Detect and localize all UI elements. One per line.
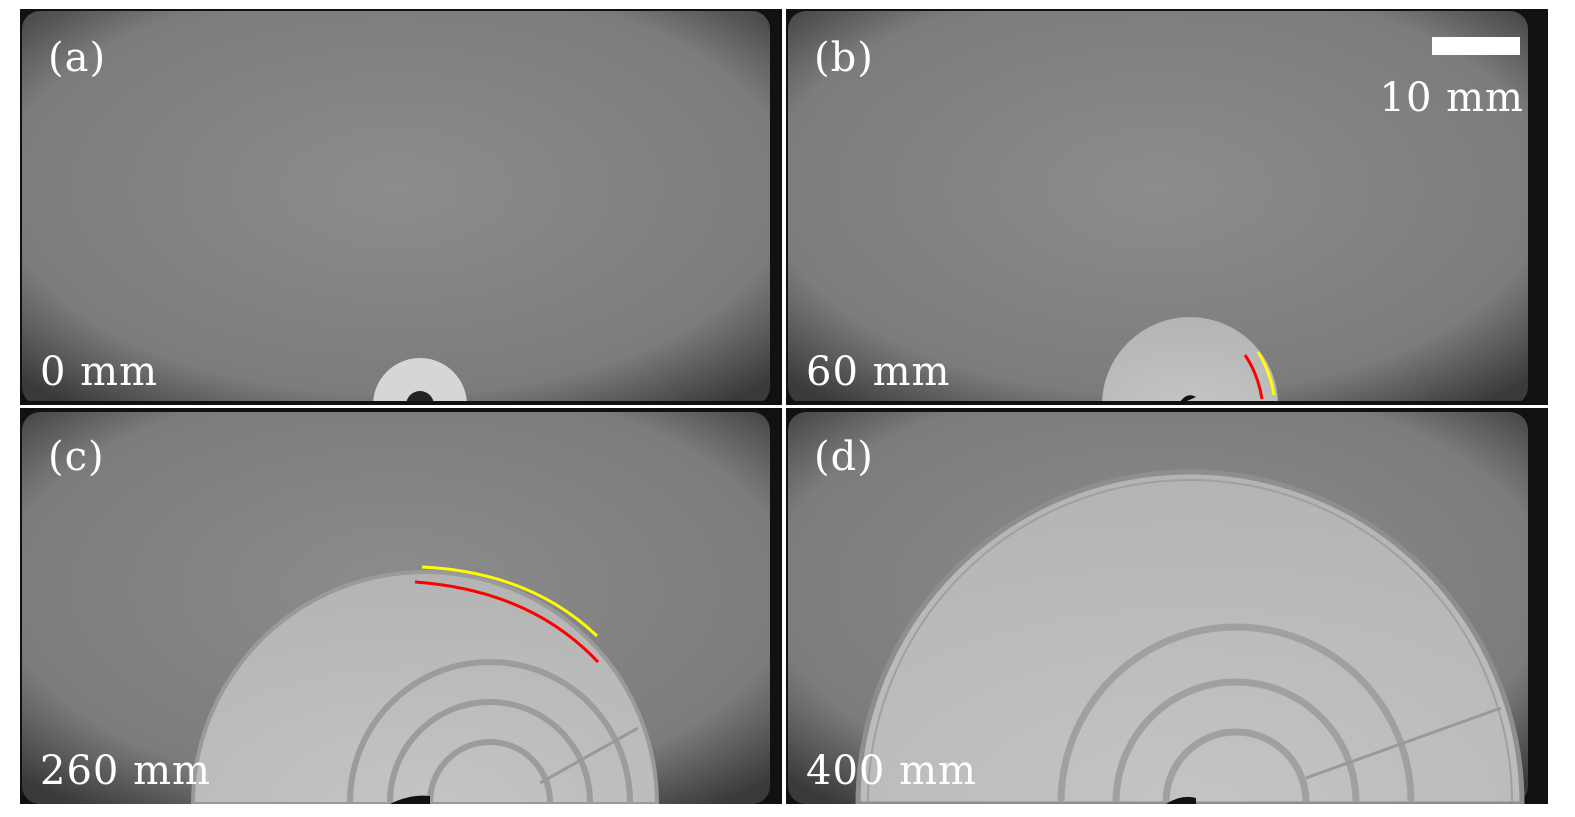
panel-b: (b) 10 mm 60 mm [786, 9, 1548, 405]
scale-bar-label: 10 mm [1379, 75, 1524, 121]
distance-label: 260 mm [40, 748, 211, 794]
panel-a: (a) 0 mm [20, 9, 782, 405]
distance-label: 400 mm [806, 748, 977, 794]
distance-label: 60 mm [806, 349, 951, 395]
panel-label: (d) [814, 434, 874, 480]
photo-d [786, 408, 1548, 804]
inner-front-arc [414, 580, 600, 664]
panel-label: (c) [48, 434, 105, 480]
photo-c [20, 408, 782, 804]
scale-bar [1432, 37, 1520, 55]
photo-a [20, 9, 782, 405]
droplet-disk [1102, 317, 1278, 405]
droplet-disk [855, 469, 1525, 804]
droplet-disk [190, 570, 660, 804]
photo-b [786, 9, 1548, 405]
droplet-disk [373, 358, 467, 405]
outer-front-arc [1256, 351, 1276, 396]
panel-label: (a) [48, 35, 107, 81]
panel-d: (d) 400 mm [786, 408, 1548, 804]
inner-front-arc [1243, 354, 1264, 400]
distance-label: 0 mm [40, 349, 159, 395]
panel-label: (b) [814, 35, 874, 81]
panel-c: (c) 260 mm [20, 408, 782, 804]
outer-front-arc [421, 565, 599, 638]
